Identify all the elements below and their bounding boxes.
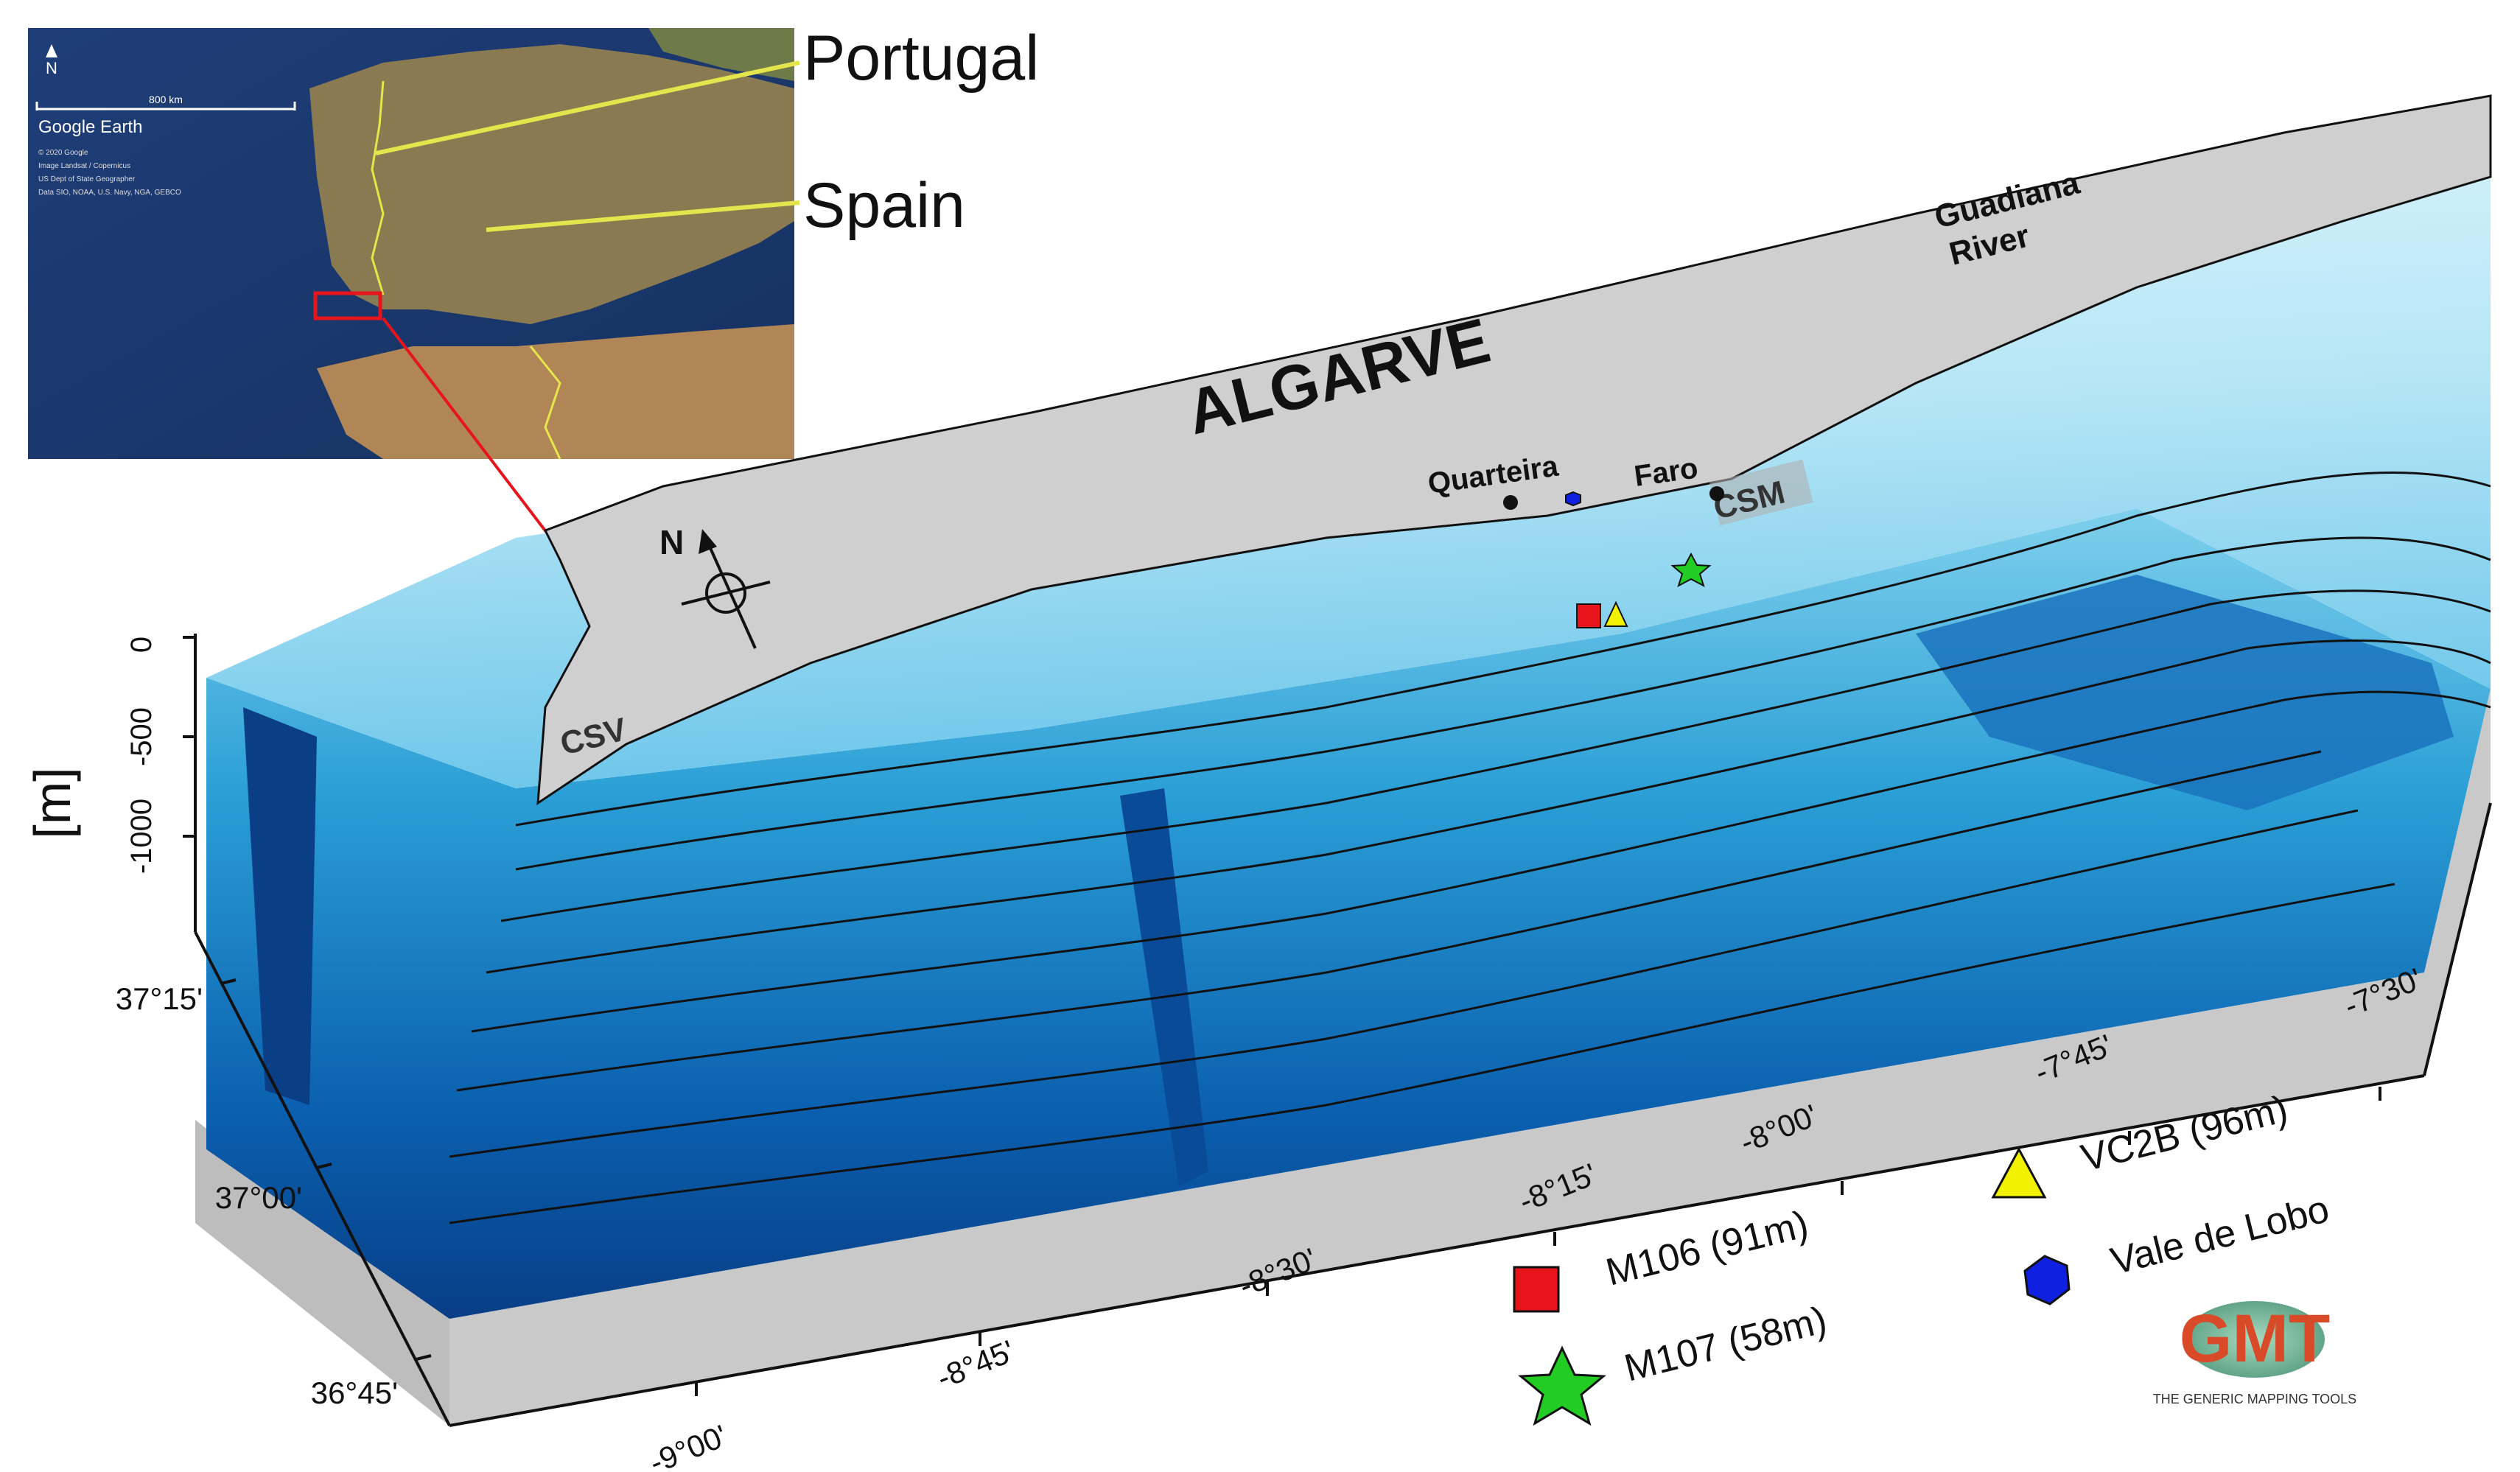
- legend-vale-de-lobo-label: Vale de Lobo: [2107, 1188, 2334, 1283]
- depth-ticks: [183, 636, 195, 838]
- lat-tick-label-2: 37°00': [215, 1180, 302, 1215]
- land-algarve: [536, 94, 2492, 805]
- inset-north-label: N: [46, 59, 57, 77]
- m106-marker-icon: [1576, 603, 1601, 628]
- lon-tick-label-1: -9°00': [645, 1418, 732, 1472]
- axes-frame: [194, 634, 2492, 1427]
- lat-tick-2: [316, 1163, 332, 1169]
- contour-2: [515, 536, 2491, 871]
- compass-arrow-head: [699, 529, 717, 554]
- quarteira-marker: [1503, 495, 1518, 510]
- front-right-edge: [2423, 802, 2492, 1076]
- gmt-logo-text: GMT: [2180, 1301, 2330, 1376]
- lat-tick-label-3: 36°45': [311, 1375, 398, 1410]
- inset-iberia-land: [309, 44, 794, 324]
- depth-tick-label-0: 0: [125, 637, 158, 653]
- inset-map: N 800 km Google Earth © 2020 Google Imag…: [28, 28, 800, 460]
- inset-north-africa: [317, 324, 794, 459]
- inset-study-area-box: [313, 291, 382, 320]
- inset-callout-portugal: [375, 60, 800, 155]
- contour-5: [471, 690, 2491, 1033]
- lat-ticks: [220, 978, 432, 1361]
- label-spain: Spain: [803, 170, 965, 241]
- inset-border-portugal: [371, 80, 385, 295]
- contour-6: [456, 750, 2322, 1092]
- block-front-wall: [449, 689, 2491, 1426]
- depth-contours: [449, 472, 2491, 1224]
- canyon-portimao: [1120, 788, 1208, 1186]
- lat-tick-label-1: 37°15': [116, 981, 203, 1016]
- lon-tick-label-2: -8°45': [932, 1333, 1020, 1395]
- lat-axis-line: [194, 931, 451, 1426]
- depth-axis-unit: [m]: [24, 767, 81, 838]
- inset-border-africa: [529, 346, 561, 460]
- lon-axis-line: [449, 1074, 2425, 1427]
- lat-tick-3: [416, 1354, 432, 1361]
- faro-marker: [1709, 486, 1724, 501]
- inset-north-arrow-icon: [46, 44, 57, 57]
- depth-tick-label-500: -500: [125, 707, 158, 766]
- depth-tick-label-1000: -1000: [125, 799, 158, 874]
- contour-4: [486, 639, 2491, 974]
- inset-france: [648, 28, 794, 81]
- gmt-logo-globe-icon: [2185, 1301, 2325, 1378]
- legend-m107-icon: [1518, 1345, 1606, 1426]
- lat-tick-1: [220, 978, 237, 985]
- legend-vc2b-icon: [1991, 1146, 2047, 1199]
- label-portugal: Portugal: [803, 23, 1039, 94]
- contour-8: [449, 883, 2395, 1224]
- inset-brand: Google Earth: [38, 117, 142, 137]
- inset-callout-spain: [486, 200, 800, 232]
- deep-basin: [206, 508, 2491, 1319]
- contour-7: [449, 809, 2359, 1158]
- vc2b-marker-icon: [1603, 600, 1628, 627]
- inset-attribution-1: © 2020 Google: [38, 149, 88, 157]
- gmt-logo: GMT THE GENERIC MAPPING TOOLS: [2153, 1301, 2356, 1406]
- compass-icon: [681, 541, 771, 649]
- contour-1: [515, 472, 2491, 827]
- canyon-sv: [243, 707, 317, 1105]
- block-bottom-face: [195, 1120, 449, 1426]
- csm-label-bg: [1709, 459, 1813, 526]
- inset-attribution-4: Data SIO, NOAA, U.S. Navy, NGA, GEBCO: [38, 189, 181, 197]
- vale-de-lobo-marker-icon: [1565, 491, 1581, 507]
- lon-ticks: [695, 1087, 2381, 1396]
- inset-connector-line: [382, 317, 558, 547]
- gmt-logo-caption: THE GENERIC MAPPING TOOLS: [2153, 1392, 2356, 1406]
- inset-scale-label: 800 km: [149, 94, 183, 105]
- inset-attribution-2: Image Landsat / Copernicus: [38, 162, 130, 170]
- inset-attribution-3: US Dept of State Geographer: [38, 175, 136, 183]
- legend-m106-icon: [1513, 1266, 1560, 1313]
- compass-north-label: N: [659, 523, 684, 561]
- legend-vale-de-lobo-icon: [2023, 1255, 2071, 1305]
- legend-m107-label: M107 (58m): [1620, 1299, 1831, 1390]
- contour-3: [500, 589, 2491, 922]
- m107-marker-icon: [1670, 552, 1712, 588]
